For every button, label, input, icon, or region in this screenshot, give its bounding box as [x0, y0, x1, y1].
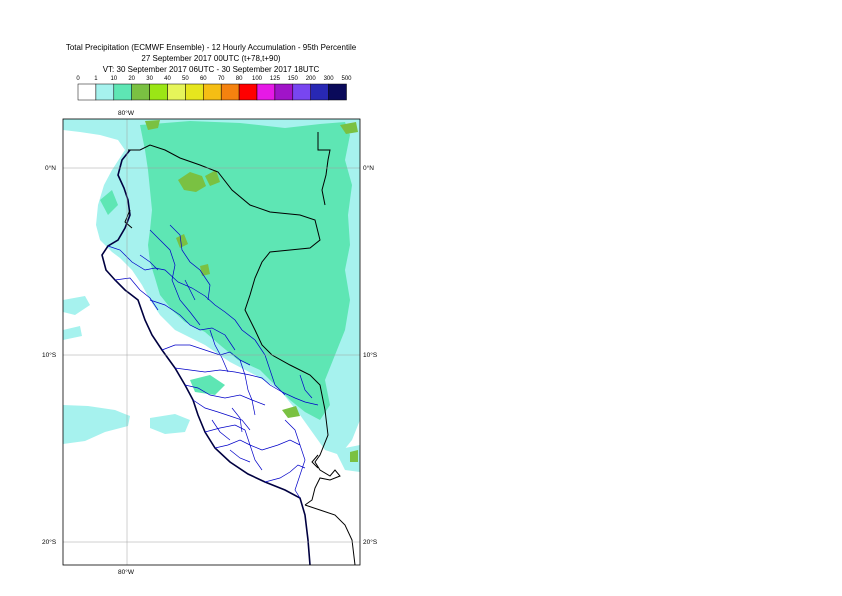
lat-label-0-right: 0°N — [363, 164, 374, 172]
map-title: Total Precipitation (ECMWF Ensemble) - 1… — [65, 43, 357, 52]
lat-label-10-right: 10°S — [363, 351, 378, 359]
run-time: 27 September 2017 00UTC (t+78,t+90) — [141, 54, 281, 63]
legend-tick-label: 100 — [252, 76, 263, 82]
lon-label-bottom: 80°W — [118, 568, 135, 576]
precip-area-heavy — [145, 120, 358, 462]
regional-boundaries — [107, 224, 319, 499]
legend-tick-label: 40 — [164, 76, 171, 82]
country-border — [317, 132, 331, 206]
legend-tick-label: 50 — [182, 76, 189, 82]
legend-tick-label: 20 — [128, 76, 135, 82]
legend-tick-label: 80 — [236, 76, 243, 82]
legend-tick-label: 30 — [146, 76, 153, 82]
legend-tick-label: 200 — [306, 76, 317, 82]
legend-tick-label: 500 — [341, 76, 352, 82]
country-border — [124, 209, 133, 229]
legend-tick-label: 70 — [218, 76, 225, 82]
legend-tick-label: 300 — [324, 76, 335, 82]
precip-area-medium — [100, 121, 352, 420]
legend-tick-label: 0 — [76, 76, 80, 82]
legend-swatch — [328, 83, 347, 101]
graticule — [63, 119, 360, 565]
legend-tick-label: 150 — [288, 76, 299, 82]
legend-tick-label: 125 — [270, 76, 281, 82]
map-frame — [62, 118, 361, 566]
country-border — [304, 504, 356, 565]
legend-tick-label: 10 — [110, 76, 117, 82]
lat-label-10-left: 10°S — [42, 351, 57, 359]
lon-label-top: 80°W — [118, 109, 135, 117]
lat-label-0-left: 0°N — [45, 164, 56, 172]
precipitation-legend: 0 1 10 20 30 40 50 60 70 80 100 125 150 200 300 500 — [76, 76, 352, 101]
country-border — [128, 144, 341, 506]
lat-label-20-left: 20°S — [42, 538, 57, 546]
legend-tick-label: 60 — [200, 76, 207, 82]
valid-time: VT: 30 September 2017 06UTC - 30 Septemb… — [102, 65, 320, 74]
country-border — [311, 454, 319, 469]
lat-label-20-right: 20°S — [363, 538, 378, 546]
legend-tick-label: 1 — [94, 76, 98, 82]
